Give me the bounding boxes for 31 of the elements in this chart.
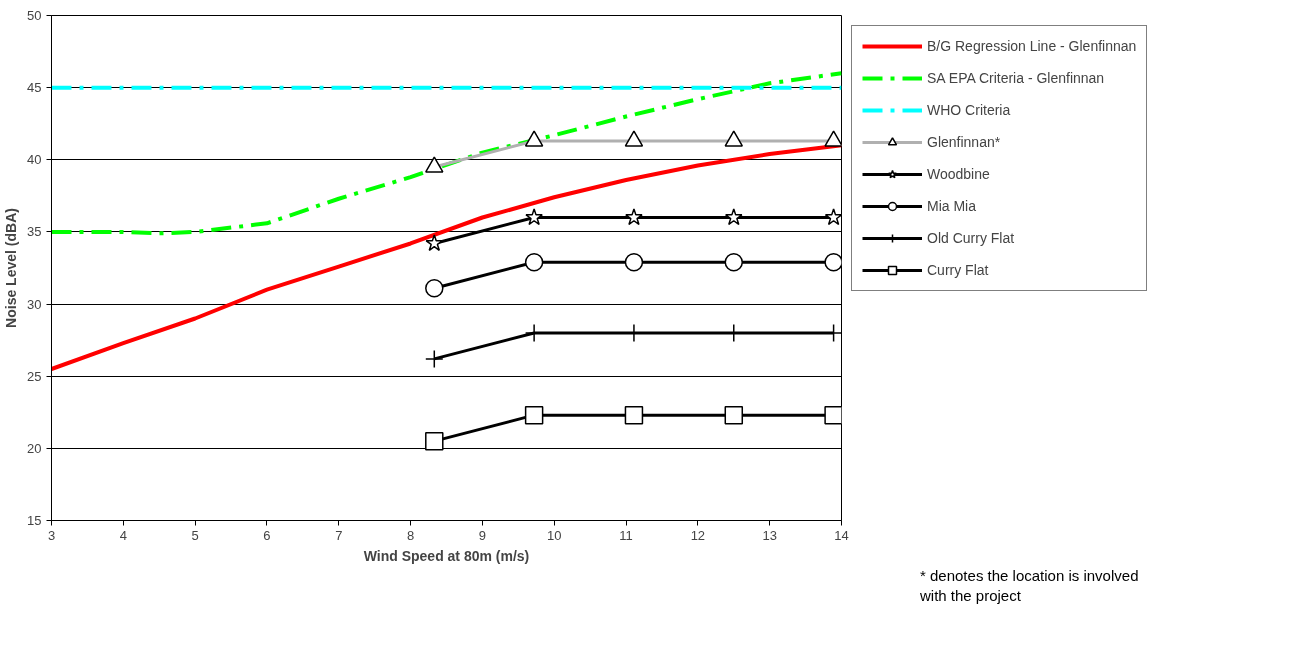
- legend-label: Woodbine: [927, 166, 990, 182]
- legend-label: Old Curry Flat: [927, 230, 1015, 246]
- x-tick-label: 4: [119, 527, 127, 543]
- x-tick-label: 6: [263, 527, 271, 543]
- legend-label: Glenfinnan*: [927, 134, 1001, 150]
- text: * denotes the location is involved with the project: [920, 566, 1140, 605]
- x-tick-label: 12: [690, 527, 706, 543]
- y-tick-label: 40: [27, 152, 42, 168]
- legend-label: WHO Criteria: [927, 102, 1011, 118]
- x-tick-label: 7: [335, 527, 343, 543]
- legend-label: Curry Flat: [927, 262, 989, 278]
- x-tick-label: 13: [762, 527, 777, 543]
- y-tick-label: 35: [27, 224, 42, 240]
- y-tick-label: 50: [27, 8, 42, 23]
- x-tick-label: 14: [834, 527, 849, 543]
- x-tick-label: 9: [478, 527, 487, 543]
- x-axis-title: Wind Speed at 80m (m/s): [363, 547, 530, 564]
- y-tick-label: 25: [27, 368, 42, 384]
- x-tick-label: 10: [547, 527, 562, 543]
- y-tick-label: 20: [27, 440, 42, 456]
- y-tick-label: 30: [27, 296, 42, 312]
- legend-label: B/G Regression Line - Glenfinnan: [927, 38, 1137, 54]
- x-tick-label: 8: [406, 527, 415, 543]
- y-axis-title: Noise Level (dBA): [3, 208, 20, 328]
- y-tick-label: 45: [27, 80, 42, 96]
- x-tick-label: 3: [47, 527, 56, 543]
- y-tick-label: 15: [27, 513, 42, 528]
- legend-label: Mia Mia: [927, 198, 977, 214]
- x-tick-label: 11: [619, 527, 633, 543]
- x-tick-label: 5: [191, 527, 199, 543]
- legend-label: SA EPA Criteria - Glenfinnan: [927, 70, 1105, 86]
